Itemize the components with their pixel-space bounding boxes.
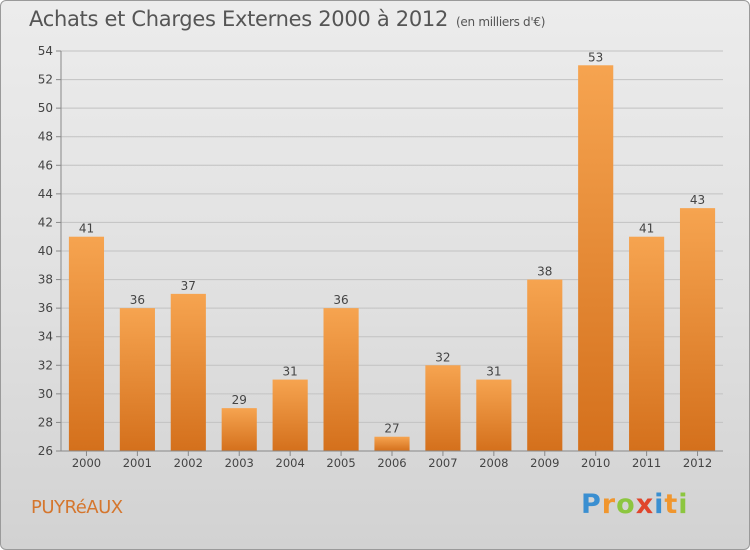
proxiti-logo: Proxiti — [581, 489, 689, 520]
x-tick-label: 2005 — [326, 456, 355, 470]
bar-value-label: 31 — [283, 365, 298, 379]
x-tick-label: 2010 — [581, 456, 610, 470]
y-tick-label: 36 — [38, 301, 53, 315]
x-tick-label: 2000 — [72, 456, 101, 470]
bar-value-label: 32 — [435, 350, 450, 364]
bar-value-label: 29 — [232, 393, 247, 407]
y-tick-label: 40 — [38, 244, 53, 258]
x-tick-label: 2011 — [632, 456, 661, 470]
x-tick-label: 2003 — [225, 456, 254, 470]
bar — [679, 208, 716, 451]
logo-letter: x — [635, 489, 655, 520]
x-tick-label: 2008 — [479, 456, 508, 470]
bar-value-label: 37 — [181, 279, 196, 293]
logo-letter: i — [678, 489, 689, 520]
y-tick-label: 30 — [38, 387, 53, 401]
bar-value-label: 43 — [690, 193, 705, 207]
y-tick-label: 44 — [38, 187, 53, 201]
bar — [170, 293, 206, 451]
x-tick-label: 2012 — [683, 456, 712, 470]
chart-subtitle: (en milliers d'€) — [456, 15, 546, 29]
logo-letter: t — [664, 489, 679, 520]
y-tick-label: 26 — [38, 444, 53, 458]
y-tick-label: 32 — [38, 358, 53, 372]
bar — [629, 236, 665, 451]
bar — [527, 279, 563, 451]
bar — [578, 65, 614, 452]
y-tick-label: 42 — [38, 215, 53, 229]
y-tick-label: 46 — [38, 158, 53, 172]
bar — [374, 436, 410, 451]
logo-letter: r — [601, 489, 617, 520]
y-tick-label: 54 — [38, 44, 53, 58]
bar — [68, 236, 105, 451]
y-tick-label: 38 — [38, 273, 53, 287]
x-tick-label: 2006 — [377, 456, 406, 470]
x-tick-label: 2004 — [276, 456, 305, 470]
logo-letter: o — [616, 489, 636, 520]
x-tick-label: 2002 — [174, 456, 203, 470]
bar — [425, 365, 461, 451]
y-tick-label: 34 — [38, 330, 53, 344]
bar — [323, 308, 359, 451]
x-tick-label: 2007 — [428, 456, 457, 470]
y-tick-label: 28 — [38, 415, 53, 429]
y-tick-label: 50 — [38, 101, 53, 115]
bar-value-label: 41 — [639, 222, 654, 236]
bar-value-label: 27 — [384, 422, 399, 436]
y-tick-label: 48 — [38, 130, 53, 144]
y-tick-label: 52 — [38, 73, 53, 87]
bar-value-label: 36 — [130, 293, 145, 307]
bar-value-label: 31 — [486, 365, 501, 379]
commune-name: PUYRéAUX — [31, 497, 123, 518]
chart-title: Achats et Charges Externes 2000 à 2012 (e… — [29, 7, 545, 31]
chart-title-text: Achats et Charges Externes 2000 à 2012 — [29, 7, 449, 31]
bar-value-label: 53 — [588, 50, 603, 64]
bar-value-label: 41 — [79, 222, 94, 236]
logo-letter: i — [654, 489, 665, 520]
bar — [272, 379, 308, 451]
bar — [119, 308, 155, 451]
bar — [476, 379, 512, 451]
x-tick-label: 2009 — [530, 456, 559, 470]
bar-value-label: 38 — [537, 265, 552, 279]
logo-letter: P — [581, 489, 602, 520]
bar-value-label: 36 — [333, 293, 348, 307]
x-tick-label: 2001 — [123, 456, 152, 470]
bar — [221, 408, 257, 451]
